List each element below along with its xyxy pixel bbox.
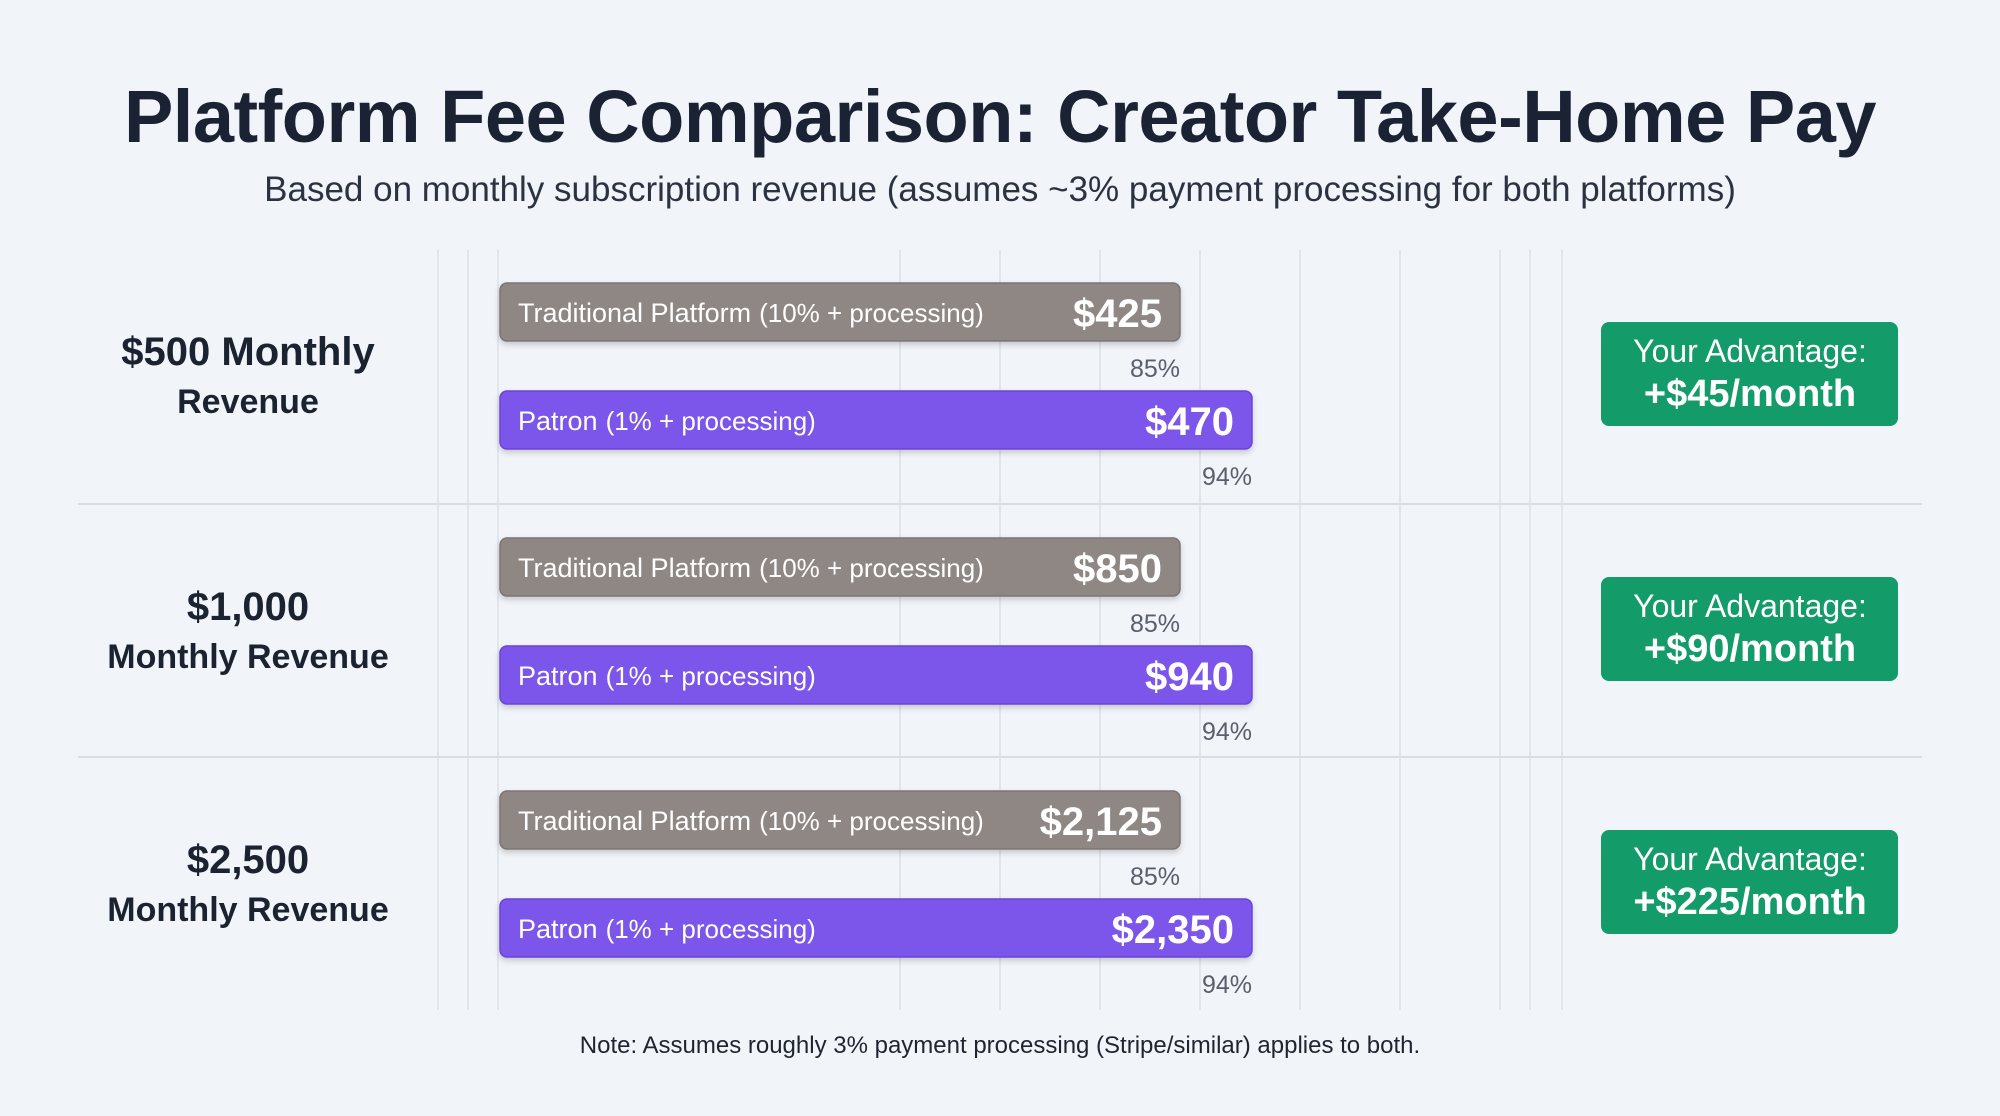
bar-series-label: Patron (1% + processing) [518, 914, 816, 944]
bar-series-label: Traditional Platform (10% + processing) [518, 553, 984, 583]
revenue-group: $1,000 Monthly Revenue Traditional Platfor… [107, 537, 1898, 746]
patron-bar [499, 390, 1253, 450]
series-detail: (10% + processing) [759, 553, 984, 583]
traditional-bar [499, 790, 1181, 850]
patron-bar [499, 645, 1253, 705]
revenue-group: $500 Monthly Revenue Traditional Platform (… [121, 282, 1898, 491]
bar-series-label: Patron (1% + processing) [518, 661, 816, 691]
bar-percent-label: 85% [1130, 863, 1180, 891]
bar-series-label: Traditional Platform (10% + processing) [518, 806, 984, 836]
revenue-label-line-1: $500 Monthly [121, 330, 375, 374]
bar-percent-label: 85% [1130, 355, 1180, 383]
series-name: Traditional Platform [518, 553, 751, 583]
advantage-label: Your Advantage: [1633, 333, 1867, 369]
advantage-label: Your Advantage: [1633, 588, 1867, 624]
series-name: Traditional Platform [518, 806, 751, 836]
bar-value-label: $470 [1145, 400, 1234, 444]
traditional-bar [499, 282, 1181, 342]
traditional-bar [499, 537, 1181, 597]
bar-value-label: $850 [1073, 547, 1162, 591]
series-detail: (1% + processing) [606, 914, 816, 944]
series-name: Patron [518, 914, 598, 944]
bar-percent-label: 94% [1202, 718, 1252, 746]
grid-lines [78, 250, 1922, 1010]
bar-value-label: $2,350 [1112, 908, 1234, 952]
revenue-groups: $500 Monthly Revenue Traditional Platform (… [107, 282, 1898, 999]
revenue-label-line-1: $2,500 [187, 838, 309, 882]
revenue-label-line-2: Monthly Revenue [107, 891, 388, 929]
bar-value-label: $2,125 [1040, 800, 1162, 844]
bar-percent-label: 85% [1130, 610, 1180, 638]
series-name: Traditional Platform [518, 298, 751, 328]
revenue-group: $2,500 Monthly Revenue Traditional Platfor… [107, 790, 1898, 999]
advantage-value: +$45/month [1644, 373, 1856, 415]
page-title: Platform Fee Comparison: Creator Take-Ho… [123, 75, 1877, 158]
advantage-badge [1601, 830, 1898, 934]
bar-percent-label: 94% [1202, 971, 1252, 999]
bar-series-label: Patron (1% + processing) [518, 406, 816, 436]
advantage-value: +$90/month [1644, 628, 1856, 670]
series-detail: (1% + processing) [606, 406, 816, 436]
bar-percent-label: 94% [1202, 463, 1252, 491]
series-name: Patron [518, 406, 598, 436]
bar-series-label: Traditional Platform (10% + processing) [518, 298, 984, 328]
series-detail: (10% + processing) [759, 298, 984, 328]
series-detail: (10% + processing) [759, 806, 984, 836]
advantage-badge [1601, 322, 1898, 426]
advantage-label: Your Advantage: [1633, 841, 1867, 877]
bar-value-label: $425 [1073, 292, 1162, 336]
bar-value-label: $940 [1145, 655, 1234, 699]
revenue-label-line-2: Monthly Revenue [107, 638, 388, 676]
footnote: Note: Assumes roughly 3% payment process… [579, 1032, 1421, 1059]
advantage-badge [1601, 577, 1898, 681]
revenue-label-line-2: Revenue [177, 383, 319, 421]
page-subtitle: Based on monthly subscription revenue (a… [264, 170, 1736, 209]
patron-bar [499, 898, 1253, 958]
advantage-value: +$225/month [1633, 881, 1866, 923]
revenue-label-line-1: $1,000 [187, 585, 309, 629]
series-detail: (1% + processing) [606, 661, 816, 691]
series-name: Patron [518, 661, 598, 691]
